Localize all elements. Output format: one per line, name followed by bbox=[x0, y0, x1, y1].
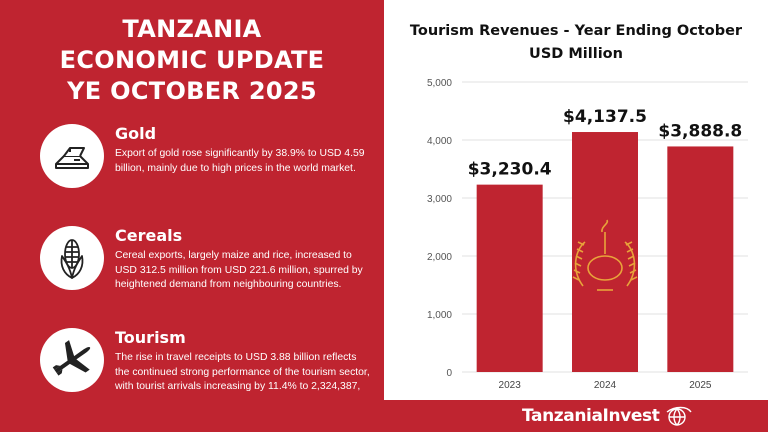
x-tick-label: 2023 bbox=[499, 380, 522, 391]
y-tick-label: 2,000 bbox=[427, 252, 452, 263]
sector-title: Gold bbox=[115, 124, 157, 143]
footer: TanzaniaInvest bbox=[384, 400, 768, 432]
data-label: $4,137.5 bbox=[563, 107, 647, 127]
x-tick-label: 2025 bbox=[689, 380, 712, 391]
corn-icon bbox=[40, 226, 104, 290]
page-title-line-2: ECONOMIC UPDATE bbox=[59, 46, 325, 74]
bar bbox=[476, 184, 543, 372]
left-panel: TANZANIA ECONOMIC UPDATE YE OCTOBER 2025… bbox=[0, 0, 384, 432]
y-tick-label: 0 bbox=[446, 368, 452, 379]
emblem-icon bbox=[572, 219, 638, 291]
page-title: TANZANIA ECONOMIC UPDATE YE OCTOBER 2025 bbox=[0, 14, 384, 107]
y-tick-label: 4,000 bbox=[427, 136, 452, 147]
sector-description: Export of gold rose significantly by 38.… bbox=[115, 148, 365, 174]
sector-title: Tourism bbox=[115, 328, 186, 347]
airplane-icon bbox=[40, 328, 104, 392]
data-label: $3,230.4 bbox=[468, 160, 552, 180]
sector-description: The rise in travel receipts to USD 3.88 … bbox=[115, 352, 370, 392]
chart-title-line-1: Tourism Revenues - Year Ending October bbox=[409, 23, 743, 39]
data-label: $3,888.8 bbox=[658, 121, 742, 141]
globe-swoosh-icon bbox=[666, 406, 692, 426]
page-title-line-3: YE OCTOBER 2025 bbox=[67, 77, 317, 105]
y-tick-label: 3,000 bbox=[427, 194, 452, 205]
bar-chart: 0 1,000 2,000 3,000 4,000 5,000 $3,230.4 2023 $4… bbox=[427, 78, 748, 391]
x-tick-label: 2024 bbox=[594, 380, 617, 391]
gold-bars-icon bbox=[40, 124, 104, 188]
chart-title-line-2: USD Million bbox=[529, 46, 623, 62]
sector-title: Cereals bbox=[115, 226, 183, 245]
y-tick-label: 1,000 bbox=[427, 310, 452, 321]
chart-panel: Tourism Revenues - Year Ending October U… bbox=[384, 0, 768, 400]
bar bbox=[667, 146, 734, 372]
y-tick-label: 5,000 bbox=[427, 78, 452, 89]
sector-description: Cereal exports, largely maize and rice, … bbox=[115, 250, 363, 290]
brand-logo-text: TanzaniaInvest bbox=[522, 406, 660, 426]
page-title-line-1: TANZANIA bbox=[122, 15, 262, 43]
chart-title: Tourism Revenues - Year Ending October U… bbox=[384, 20, 768, 66]
